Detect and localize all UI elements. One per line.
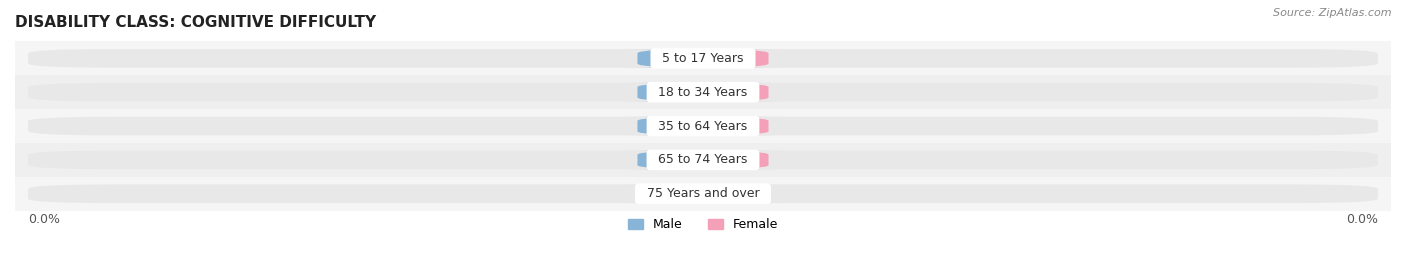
FancyBboxPatch shape [15,143,1391,177]
Text: 5 to 17 Years: 5 to 17 Years [654,52,752,65]
FancyBboxPatch shape [690,185,782,203]
FancyBboxPatch shape [690,83,782,101]
Text: 0.0%: 0.0% [720,153,752,167]
Text: 0.0%: 0.0% [654,153,686,167]
Text: 0.0%: 0.0% [720,86,752,99]
FancyBboxPatch shape [28,151,1378,169]
Text: Source: ZipAtlas.com: Source: ZipAtlas.com [1274,8,1392,18]
Text: 18 to 34 Years: 18 to 34 Years [651,86,755,99]
FancyBboxPatch shape [624,49,716,68]
Text: 0.0%: 0.0% [654,120,686,133]
FancyBboxPatch shape [690,49,782,68]
Text: 0.0%: 0.0% [720,187,752,200]
Text: 0.0%: 0.0% [654,86,686,99]
Text: 65 to 74 Years: 65 to 74 Years [651,153,755,167]
FancyBboxPatch shape [28,185,1378,203]
FancyBboxPatch shape [28,49,1378,68]
Text: 0.0%: 0.0% [720,52,752,65]
Text: 35 to 64 Years: 35 to 64 Years [651,120,755,133]
Text: 0.0%: 0.0% [28,213,60,226]
FancyBboxPatch shape [624,151,716,169]
FancyBboxPatch shape [624,83,716,101]
FancyBboxPatch shape [28,117,1378,135]
FancyBboxPatch shape [28,83,1378,101]
Text: 0.0%: 0.0% [654,187,686,200]
FancyBboxPatch shape [15,41,1391,75]
FancyBboxPatch shape [690,117,782,135]
Text: 0.0%: 0.0% [720,120,752,133]
Text: DISABILITY CLASS: COGNITIVE DIFFICULTY: DISABILITY CLASS: COGNITIVE DIFFICULTY [15,15,377,30]
FancyBboxPatch shape [624,117,716,135]
FancyBboxPatch shape [690,151,782,169]
FancyBboxPatch shape [15,109,1391,143]
FancyBboxPatch shape [15,75,1391,109]
FancyBboxPatch shape [624,185,716,203]
Text: 0.0%: 0.0% [1346,213,1378,226]
Text: 0.0%: 0.0% [654,52,686,65]
Legend: Male, Female: Male, Female [623,213,783,236]
FancyBboxPatch shape [15,177,1391,211]
Text: 75 Years and over: 75 Years and over [638,187,768,200]
